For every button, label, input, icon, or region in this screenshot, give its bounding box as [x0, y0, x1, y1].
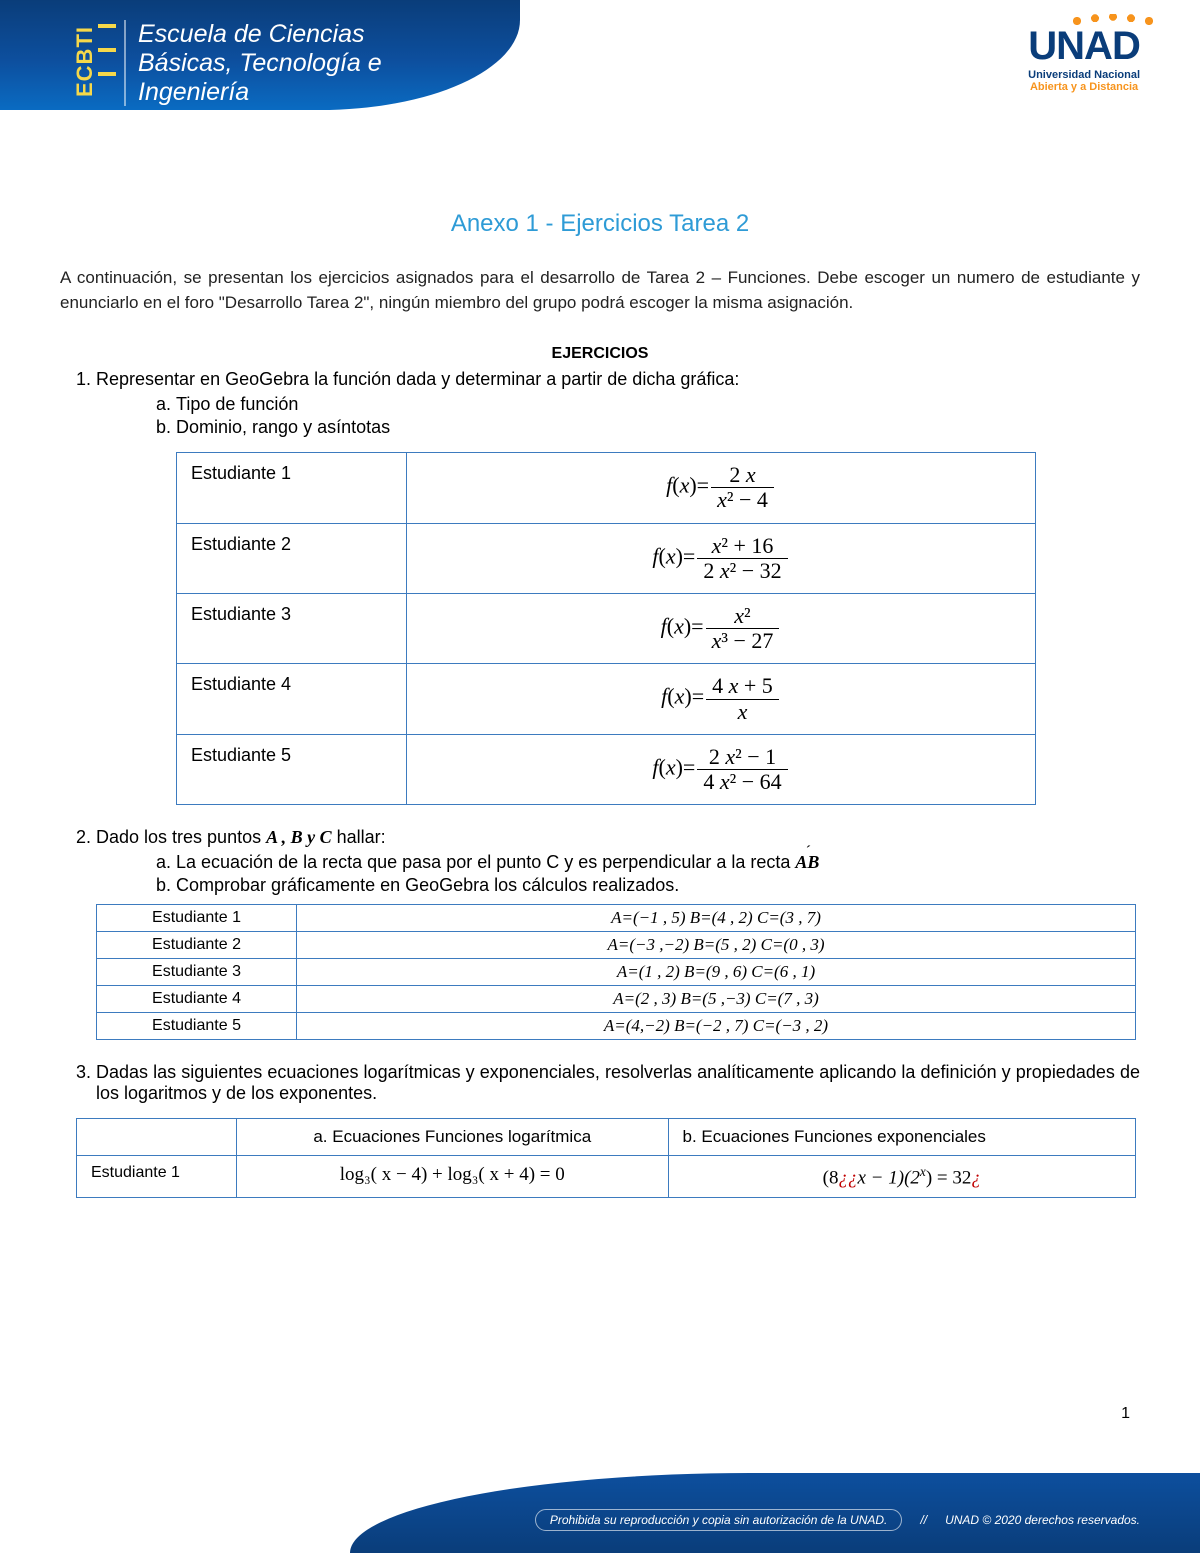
page-header: ECBTI Escuela de Ciencias Básicas, Tecno…	[0, 0, 1200, 170]
q1-item-a: Tipo de función	[176, 394, 1140, 415]
student-label: Estudiante 5	[177, 734, 407, 804]
document-content: Anexo 1 - Ejercicios Tarea 2 A continuac…	[0, 170, 1200, 1198]
page-number: 1	[1121, 1405, 1130, 1423]
q3-col-a: a. Ecuaciones Funciones logarítmica	[237, 1119, 669, 1156]
points-cell: A=(2 , 3) B=(5 ,−3) C=(7 , 3)	[297, 986, 1136, 1013]
table-row: Estudiante 1f(x)=2 xx² − 4	[177, 453, 1036, 523]
student-label: Estudiante 1	[177, 453, 407, 523]
table-row: Estudiante 3A=(1 , 2) B=(9 , 6) C=(6 , 1…	[97, 959, 1136, 986]
question-1: Representar en GeoGebra la función dada …	[96, 369, 1140, 805]
page-title: Anexo 1 - Ejercicios Tarea 2	[60, 210, 1140, 238]
table-row: Estudiante 4A=(2 , 3) B=(5 ,−3) C=(7 , 3…	[97, 986, 1136, 1013]
ejercicios-heading: EJERCICIOS	[60, 345, 1140, 363]
q3-row1-label: Estudiante 1	[77, 1156, 237, 1198]
student-label: Estudiante 2	[177, 523, 407, 593]
points-cell: A=(−1 , 5) B=(4 , 2) C=(3 , 7)	[297, 905, 1136, 932]
student-label: Estudiante 1	[97, 905, 297, 932]
page-footer: Prohibida su reproducción y copia sin au…	[0, 1443, 1200, 1553]
footer-divider-icon: //	[920, 1513, 927, 1527]
student-label: Estudiante 2	[97, 932, 297, 959]
table-row: Estudiante 1A=(−1 , 5) B=(4 , 2) C=(3 , …	[97, 905, 1136, 932]
header-bars-icon	[98, 24, 116, 76]
question-3: Dadas las siguientes ecuaciones logarítm…	[96, 1062, 1140, 1198]
table-row: Estudiante 5f(x)=2 x² − 14 x² − 64	[177, 734, 1036, 804]
q2-item-b: Comprobar gráficamente en GeoGebra los c…	[176, 875, 1140, 896]
points-cell: A=(4,−2) B=(−2 , 7) C=(−3 , 2)	[297, 1013, 1136, 1040]
question-2: Dado los tres puntos A , B y C hallar: L…	[96, 827, 1140, 1040]
formula-cell: f(x)=4 x + 5x	[407, 664, 1036, 734]
table-row: Estudiante 2A=(−3 ,−2) B=(5 , 2) C=(0 , …	[97, 932, 1136, 959]
q3-row1-eq-a: log₃( x − 4) + log₃( x + 4) = 0	[237, 1156, 669, 1198]
q3-table: a. Ecuaciones Funciones logarítmica b. E…	[76, 1118, 1136, 1198]
table-row: Estudiante 4f(x)=4 x + 5x	[177, 664, 1036, 734]
table-row: Estudiante 3f(x)=x²x³ − 27	[177, 594, 1036, 664]
ecbti-label: ECBTI	[72, 26, 98, 97]
formula-cell: f(x)=x²x³ − 27	[407, 594, 1036, 664]
q3-row1-eq-b: (8¿¿x − 1)(2x) = 32¿	[668, 1156, 1135, 1198]
q1-table: Estudiante 1f(x)=2 xx² − 4Estudiante 2f(…	[176, 452, 1036, 805]
points-cell: A=(1 , 2) B=(9 , 6) C=(6 , 1)	[297, 959, 1136, 986]
q2-table: Estudiante 1A=(−1 , 5) B=(4 , 2) C=(3 , …	[96, 904, 1136, 1040]
q2-item-a: La ecuación de la recta que pasa por el …	[176, 852, 1140, 873]
header-banner: ECBTI Escuela de Ciencias Básicas, Tecno…	[0, 0, 520, 140]
footer-copyright: UNAD © 2020 derechos reservados.	[945, 1513, 1140, 1527]
school-name: Escuela de Ciencias Básicas, Tecnología …	[124, 20, 382, 106]
points-cell: A=(−3 ,−2) B=(5 , 2) C=(0 , 3)	[297, 932, 1136, 959]
student-label: Estudiante 3	[177, 594, 407, 664]
student-label: Estudiante 5	[97, 1013, 297, 1040]
footer-warning: Prohibida su reproducción y copia sin au…	[535, 1509, 903, 1531]
student-label: Estudiante 4	[97, 986, 297, 1013]
intro-paragraph: A continuación, se presentan los ejercic…	[60, 266, 1140, 315]
formula-cell: f(x)=2 x² − 14 x² − 64	[407, 734, 1036, 804]
student-label: Estudiante 4	[177, 664, 407, 734]
student-label: Estudiante 3	[97, 959, 297, 986]
unad-logo: UNAD Universidad Nacional Abierta y a Di…	[1028, 24, 1140, 93]
q1-item-b: Dominio, rango y asíntotas	[176, 417, 1140, 438]
table-row: Estudiante 2f(x)=x² + 162 x² − 32	[177, 523, 1036, 593]
formula-cell: f(x)=2 xx² − 4	[407, 453, 1036, 523]
table-row: Estudiante 5A=(4,−2) B=(−2 , 7) C=(−3 , …	[97, 1013, 1136, 1040]
formula-cell: f(x)=x² + 162 x² − 32	[407, 523, 1036, 593]
q3-col-b: b. Ecuaciones Funciones exponenciales	[668, 1119, 1135, 1156]
